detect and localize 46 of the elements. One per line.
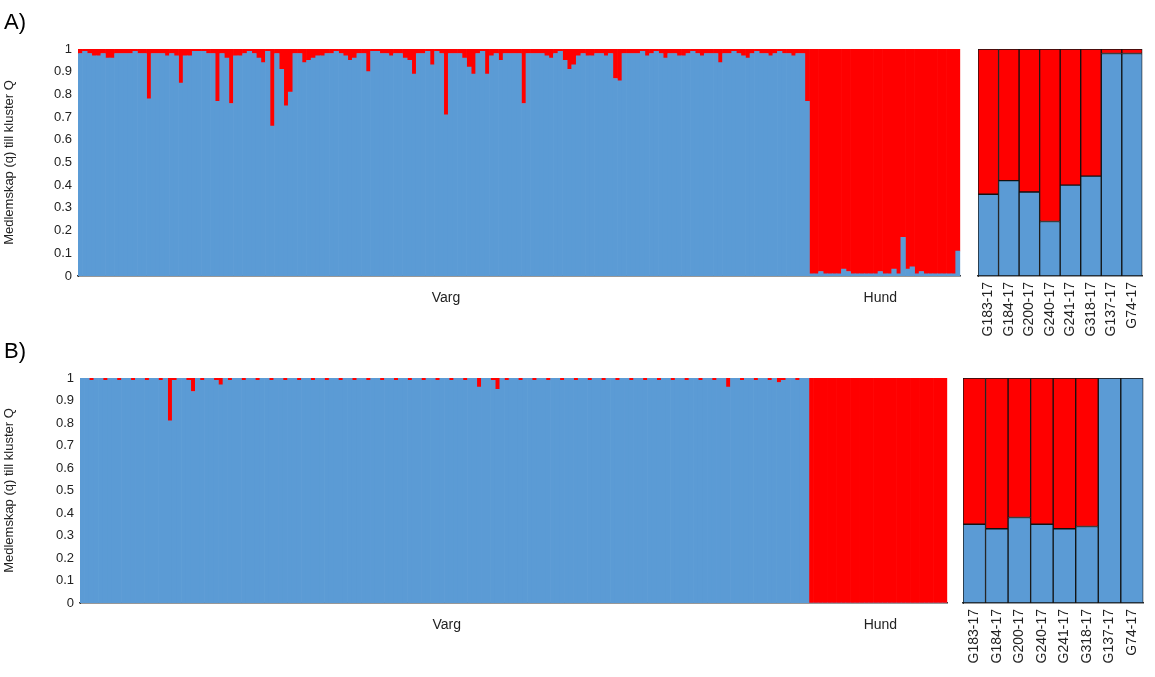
y-tick-label: 0.7 [55, 437, 74, 453]
x-tick-label: G200-17 [1020, 281, 1037, 337]
x-tick-label: G74-17 [1122, 608, 1139, 656]
y-tick-label: 0.6 [53, 131, 72, 147]
y-tick-label: 0.2 [55, 549, 74, 565]
chart-title: B) [4, 338, 26, 364]
y-tick-label: 0.6 [55, 459, 74, 475]
x-tick-label: G184-17 [987, 608, 1004, 664]
y-tick-label: 0 [64, 267, 72, 283]
y-tick-label: 0.3 [55, 527, 74, 543]
x-tick-label: G240-17 [1032, 608, 1049, 664]
x-tick-label: Hund [863, 289, 898, 306]
y-tick-label: 1 [66, 369, 74, 385]
x-tick-label: G240-17 [1040, 281, 1057, 337]
y-tick-label: 0.8 [55, 414, 74, 430]
x-tick-label: G200-17 [1010, 608, 1027, 664]
x-tick-label: G183-17 [965, 608, 982, 664]
x-tick-label: G241-17 [1061, 281, 1078, 337]
y-axis-title: Medlemskap (q) till kluster Q [1, 80, 17, 245]
y-tick-label: 0.2 [53, 222, 72, 238]
x-tick-label: G137-17 [1102, 281, 1119, 337]
x-tick-label: G241-17 [1055, 608, 1072, 664]
chart-title: A) [4, 9, 26, 35]
y-tick-label: 0.9 [53, 63, 72, 79]
y-tick-label: 0 [66, 594, 74, 610]
y-axis-title: Medlemskap (q) till kluster Q [1, 408, 17, 573]
x-tick-label: G74-17 [1122, 281, 1139, 329]
x-tick-label: G318-17 [1077, 608, 1094, 664]
y-tick-label: 0.7 [53, 108, 72, 124]
y-tick-label: 0.5 [53, 154, 72, 170]
y-tick-label: 1 [64, 40, 72, 56]
x-tick-label: G137-17 [1100, 608, 1117, 664]
x-tick-label: Varg [432, 616, 462, 633]
y-tick-label: 0.4 [55, 504, 74, 520]
y-tick-label: 0.9 [55, 392, 74, 408]
y-tick-label: 0.1 [55, 572, 74, 588]
y-tick-label: 0.8 [53, 85, 72, 101]
x-tick-label: Hund [863, 616, 898, 633]
y-tick-label: 0.3 [53, 199, 72, 215]
x-tick-label: Varg [431, 289, 461, 306]
y-tick-label: 0.1 [53, 244, 72, 260]
y-tick-label: 0.4 [53, 176, 72, 192]
x-tick-label: G183-17 [979, 281, 996, 337]
x-tick-label: G318-17 [1081, 281, 1098, 337]
x-tick-label: G184-17 [999, 281, 1016, 337]
y-tick-label: 0.5 [55, 482, 74, 498]
